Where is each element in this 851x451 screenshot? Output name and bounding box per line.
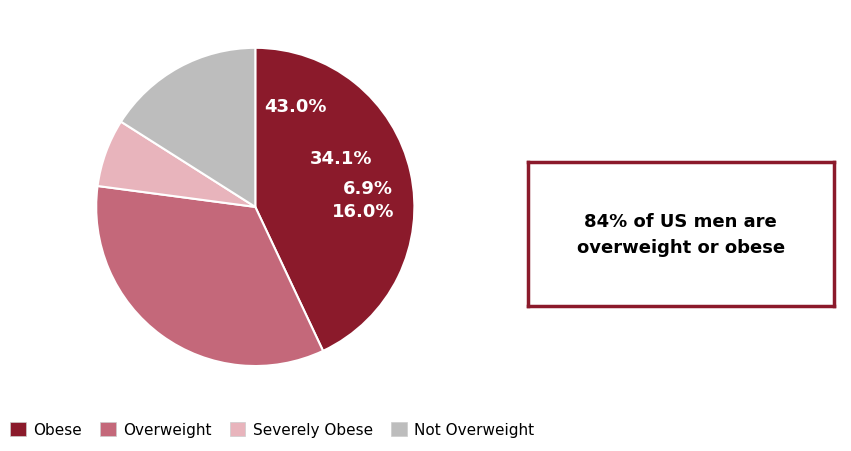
Text: 84% of US men are
overweight or obese: 84% of US men are overweight or obese xyxy=(577,212,785,257)
Text: 6.9%: 6.9% xyxy=(343,179,393,198)
Wedge shape xyxy=(121,49,255,207)
Text: 34.1%: 34.1% xyxy=(310,149,372,167)
Wedge shape xyxy=(255,49,414,351)
Wedge shape xyxy=(98,122,255,207)
Wedge shape xyxy=(96,187,323,366)
Text: 16.0%: 16.0% xyxy=(332,202,395,220)
Legend: Obese, Overweight, Severely Obese, Not Overweight: Obese, Overweight, Severely Obese, Not O… xyxy=(4,416,540,443)
Text: 43.0%: 43.0% xyxy=(264,98,326,116)
